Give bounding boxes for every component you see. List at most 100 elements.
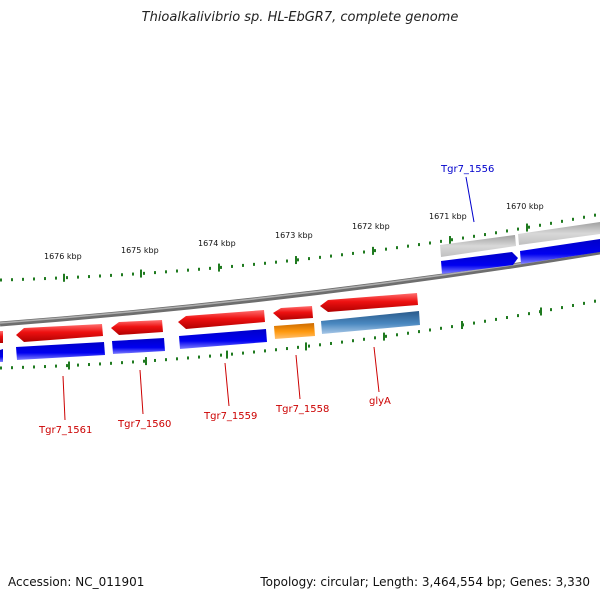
minor-tick: [176, 269, 178, 273]
major-tick: [140, 269, 142, 278]
gene-label-tgr7-1561[interactable]: Tgr7_1561: [38, 425, 92, 436]
minor-tick: [187, 268, 189, 272]
gene-label-tgr7-1560[interactable]: Tgr7_1560: [117, 419, 171, 430]
leader-line-tgr7-1559: [224, 362, 230, 407]
major-tick: [295, 256, 297, 265]
minor-tick: [55, 276, 57, 280]
minor-tick: [330, 254, 332, 258]
gene-glya[interactable]: [321, 311, 420, 334]
minor-tick: [451, 325, 453, 329]
pseudo-gene-2[interactable]: [518, 222, 600, 245]
pseudo-gene-1[interactable]: [440, 235, 516, 257]
minor-tick: [286, 347, 288, 351]
minor-tick: [165, 358, 167, 362]
minor-tick: [22, 365, 24, 369]
minor-tick: [418, 243, 420, 247]
minor-tick: [99, 274, 101, 278]
minor-tick: [572, 303, 574, 307]
gene-tgr7-1559[interactable]: [178, 310, 265, 329]
minor-tick: [385, 247, 387, 251]
gene-label-glya[interactable]: glyA: [369, 396, 391, 407]
minor-tick: [132, 272, 134, 276]
accession-text: Accession: NC_011901: [8, 575, 145, 589]
gene-tgr7-1561[interactable]: [16, 324, 103, 342]
trna-gene-tgr7-1558[interactable]: [274, 323, 315, 339]
minor-tick: [484, 319, 486, 323]
minor-tick: [429, 241, 431, 245]
minor-tick: [198, 267, 200, 271]
gene-tgr7-1558-forward[interactable]: [273, 306, 313, 320]
minor-tick: [66, 276, 68, 280]
minor-tick: [451, 238, 453, 242]
minor-tick: [440, 326, 442, 330]
minor-tick: [517, 314, 519, 318]
minor-tick: [198, 355, 200, 359]
minor-tick: [363, 337, 365, 341]
major-tick: [449, 236, 451, 245]
minor-tick: [418, 330, 420, 334]
minor-tick: [341, 253, 343, 257]
minor-tick: [22, 277, 24, 281]
major-tick: [226, 350, 228, 359]
major-tick: [383, 332, 385, 341]
scale-label-1673: 1673 kbp: [275, 231, 313, 240]
minor-tick: [385, 334, 387, 338]
minor-tick: [110, 273, 112, 277]
minor-tick: [363, 250, 365, 254]
gene-tgr7-1556[interactable]: [441, 252, 518, 274]
minor-tick: [264, 261, 266, 265]
scale-label-1676: 1676 kbp: [44, 252, 82, 261]
minor-tick: [319, 255, 321, 259]
major-tick: [63, 273, 65, 282]
scale-label-1674: 1674 kbp: [198, 239, 236, 248]
minor-tick: [308, 344, 310, 348]
outer-scale-ticks: [0, 213, 596, 282]
minor-tick: [561, 219, 563, 223]
minor-tick: [506, 316, 508, 320]
reverse-gene-edge[interactable]: [0, 349, 3, 362]
minor-tick: [11, 278, 13, 282]
reverse-gene-3[interactable]: [179, 329, 267, 349]
gene-tgr7-1560[interactable]: [111, 320, 163, 335]
minor-tick: [495, 317, 497, 321]
reverse-gene-upper-right[interactable]: [520, 239, 600, 264]
minor-tick: [231, 352, 233, 356]
minor-tick: [440, 239, 442, 243]
minor-tick: [33, 365, 35, 369]
minor-tick: [0, 278, 2, 282]
minor-tick: [528, 312, 530, 316]
minor-tick: [374, 249, 376, 253]
minor-tick: [253, 350, 255, 354]
gene-label-tgr7-1558[interactable]: Tgr7_1558: [275, 404, 329, 415]
scale-label-1672: 1672 kbp: [352, 222, 390, 231]
scale-label-1671: 1671 kbp: [429, 212, 467, 221]
minor-tick: [66, 364, 68, 368]
reverse-gene-2[interactable]: [112, 338, 165, 354]
gene-label-tgr7-1556[interactable]: Tgr7_1556: [440, 164, 494, 175]
forward-gene-edge[interactable]: [0, 331, 3, 343]
major-tick: [145, 357, 147, 366]
genome-summary-text: Topology: circular; Length: 3,464,554 bp…: [260, 575, 590, 589]
minor-tick: [550, 308, 552, 312]
minor-tick: [484, 233, 486, 237]
inner-scale-ticks: [0, 299, 596, 370]
forward-gene-glya-region[interactable]: [320, 293, 418, 312]
minor-tick: [495, 231, 497, 235]
minor-tick: [374, 336, 376, 340]
gene-label-tgr7-1559[interactable]: Tgr7_1559: [203, 411, 257, 422]
minor-tick: [550, 221, 552, 225]
minor-tick: [352, 251, 354, 255]
major-tick: [218, 263, 220, 272]
minor-tick: [44, 365, 46, 369]
minor-tick: [583, 301, 585, 305]
minor-tick: [154, 271, 156, 275]
minor-tick: [99, 362, 101, 366]
minor-tick: [143, 271, 145, 275]
minor-tick: [77, 363, 79, 367]
reverse-gene-1[interactable]: [16, 342, 105, 360]
minor-tick: [297, 258, 299, 262]
minor-tick: [594, 299, 596, 303]
minor-tick: [242, 263, 244, 267]
minor-tick: [539, 223, 541, 227]
